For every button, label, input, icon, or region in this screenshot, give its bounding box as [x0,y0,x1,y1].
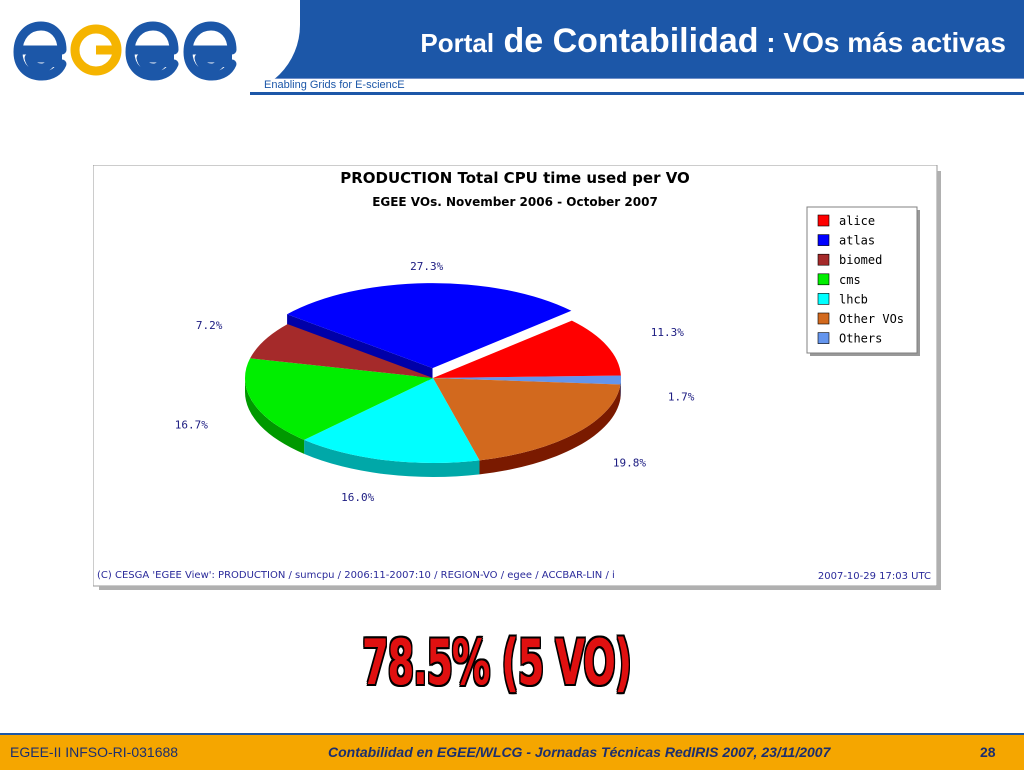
pie-slice-others [433,375,621,385]
highlight-text: 78.5% (5 VO) [362,626,632,699]
pie-label-atlas: 27.3% [410,260,443,273]
legend-label-biomed: biomed [839,253,882,267]
pie-label-lhcb: 16.0% [341,491,374,504]
header-subband [250,78,1024,95]
pie-slice-other-vos [433,378,621,461]
pie-slice-biomed [250,324,433,378]
title-part-portal: Portal [420,28,495,58]
pie-slice-lhcb [304,378,480,463]
footer-project-id: EGEE-II INFSO-RI-031688 [10,744,179,760]
pie-side-cms [245,378,305,454]
chart-panel: PRODUCTION Total CPU time used per VO EG… [92,164,941,590]
egee-logo [13,21,237,81]
slide-footer: EGEE-II INFSO-RI-031688 Contabilidad en … [0,733,1024,770]
footer-caption: Contabilidad en EGEE/WLCG - Jornadas Téc… [328,744,831,760]
pie-label-alice: 11.3% [651,326,684,339]
chart-shadow-right [937,171,941,590]
legend-swatch-other-vos [817,312,830,325]
chart-footnote: (C) CESGA 'EGEE View': PRODUCTION / sumc… [97,570,615,581]
pie-label-others: 1.7% [668,390,695,403]
title-part-contabilidad: de Contabilidad [494,22,759,60]
chart-subtitle: EGEE VOs. November 2006 - October 2007 [372,195,658,209]
pie-slice-atlas [287,283,572,369]
pie-label-other-vos: 19.8% [613,456,646,469]
chart-shadow-bottom [99,586,941,590]
header-rule [250,92,1024,95]
pie-side-other-vos [479,384,621,475]
legend-label-cms: cms [839,273,861,287]
legend-label-lhcb: lhcb [839,292,868,306]
pie-slice-cms [245,358,433,440]
slide-header: Portal de Contabilidad : VOs más activas… [0,0,1024,95]
legend-swatch-lhcb [817,293,830,305]
legend-swatch-biomed [817,253,830,266]
header-band [250,0,1024,78]
pie-label-cms: 16.7% [175,418,208,431]
slide-title: Portal de Contabilidad : VOs más activas [420,22,1006,61]
legend-label-others: Others [839,332,882,346]
legend-swatch-alice [817,214,830,227]
legend-label-atlas: atlas [839,234,875,248]
pie-labels: 1.7% 19.8% 16.0% 16.7% 7.2% 27.3% 11.3% [175,260,695,504]
legend-label-other-vos: Other VOs [839,312,904,326]
legend-swatch-cms [817,273,830,286]
tagline: Enabling Grids for E-sciencE [264,79,405,91]
legend-swatch-atlas [817,234,830,246]
pie-slices [245,283,621,463]
pie-label-biomed: 7.2% [196,319,223,332]
title-part-vos: : VOs más activas [758,27,1006,58]
chart-timestamp: 2007-10-29 17:03 UTC [818,571,931,582]
legend-swatch-others [817,332,830,344]
pie-chart: PRODUCTION Total CPU time used per VO EG… [92,164,941,590]
pie-side-others [620,378,621,399]
chart-title: PRODUCTION Total CPU time used per VO [340,169,690,187]
legend-label-alice: alice [839,214,875,228]
page-number: 28 [980,744,996,760]
pie-side-lhcb [304,439,480,478]
pie-slice-alice [433,320,621,378]
chart-legend: alice atlas biomed cms lhcb Other VOs Others [806,206,920,356]
